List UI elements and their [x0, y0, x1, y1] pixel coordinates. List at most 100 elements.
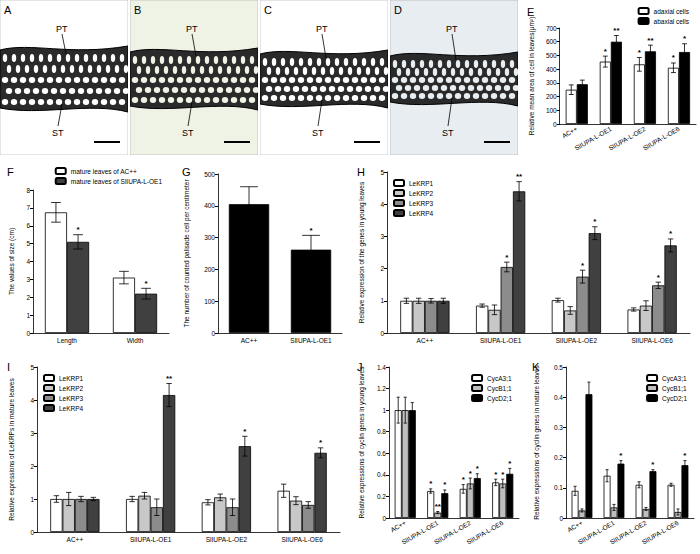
svg-text:SlIUPA-L-OE6: SlIUPA-L-OE6	[465, 519, 505, 546]
svg-text:mature leaves of SlIUPA-L-OE1: mature leaves of SlIUPA-L-OE1	[71, 178, 163, 185]
svg-text:700: 700	[546, 25, 557, 32]
svg-text:5: 5	[26, 240, 30, 247]
svg-text:*: *	[508, 459, 512, 468]
svg-text:LeKRP3: LeKRP3	[59, 395, 84, 402]
svg-text:0: 0	[559, 515, 563, 522]
svg-text:*: *	[683, 34, 687, 43]
svg-text:D: D	[394, 4, 402, 16]
svg-text:2: 2	[30, 463, 34, 470]
svg-text:mature leaves of AC++: mature leaves of AC++	[71, 168, 137, 175]
svg-text:LeKRP1: LeKRP1	[59, 375, 84, 382]
svg-text:SlIUPA-L-OE6: SlIUPA-L-OE6	[640, 519, 680, 546]
svg-text:100: 100	[204, 298, 215, 305]
svg-text:LeKRP2: LeKRP2	[409, 190, 434, 197]
svg-text:*: *	[683, 451, 687, 460]
svg-text:0: 0	[26, 330, 30, 337]
svg-text:300: 300	[204, 234, 215, 241]
svg-text:*: *	[144, 279, 148, 288]
svg-text:7: 7	[26, 204, 30, 211]
svg-text:**: **	[516, 172, 523, 181]
svg-text:SlIUPA-L-OE2: SlIUPA-L-OE2	[206, 536, 248, 543]
svg-text:0.5: 0.5	[554, 364, 563, 371]
svg-text:2: 2	[26, 294, 30, 301]
svg-text:6: 6	[26, 222, 30, 229]
svg-text:*: *	[672, 53, 676, 62]
svg-text:1.2: 1.2	[377, 385, 386, 392]
svg-text:AC++: AC++	[241, 337, 258, 344]
svg-text:600: 600	[546, 38, 557, 45]
svg-text:1: 1	[30, 496, 34, 503]
svg-text:AC++: AC++	[67, 536, 84, 543]
svg-text:A: A	[4, 4, 12, 16]
svg-text:3: 3	[380, 233, 384, 240]
svg-text:4: 4	[26, 258, 30, 265]
svg-text:0: 0	[380, 330, 384, 337]
svg-text:*: *	[476, 464, 480, 473]
svg-text:I: I	[7, 361, 10, 373]
svg-text:PT: PT	[186, 24, 198, 34]
svg-text:ST: ST	[182, 128, 194, 138]
svg-text:0.1: 0.1	[554, 484, 563, 491]
svg-text:LeKRP2: LeKRP2	[59, 385, 84, 392]
svg-text:*: *	[429, 479, 433, 488]
svg-text:CycB1;1: CycB1;1	[487, 385, 512, 393]
svg-text:LeKRP4: LeKRP4	[409, 210, 434, 217]
svg-text:AC++: AC++	[561, 125, 579, 139]
svg-text:*: *	[76, 225, 80, 234]
svg-text:AC++: AC++	[389, 519, 407, 533]
svg-text:0: 0	[553, 121, 557, 128]
svg-text:SlIUPA-L-OE2: SlIUPA-L-OE2	[607, 125, 647, 152]
svg-text:*: *	[593, 217, 597, 226]
svg-text:0.4: 0.4	[554, 394, 563, 401]
svg-text:0.3: 0.3	[554, 424, 563, 431]
svg-text:*: *	[319, 438, 323, 447]
svg-text:4: 4	[380, 201, 384, 208]
svg-text:SlIUPA-L-OE1: SlIUPA-L-OE1	[130, 536, 172, 543]
svg-text:*: *	[501, 470, 505, 479]
svg-text:*: *	[443, 480, 447, 489]
svg-text:PT: PT	[316, 24, 328, 34]
svg-text:500: 500	[204, 171, 215, 178]
svg-text:0: 0	[211, 330, 215, 337]
svg-text:**: **	[166, 374, 173, 383]
svg-text:200: 200	[546, 93, 557, 100]
svg-text:*: *	[581, 261, 585, 270]
svg-text:200: 200	[204, 266, 215, 273]
svg-text:**: **	[647, 36, 654, 45]
svg-text:LeKRP3: LeKRP3	[409, 200, 434, 207]
svg-text:SlIUPA-L-OE6: SlIUPA-L-OE6	[641, 125, 681, 152]
svg-text:4: 4	[30, 397, 34, 404]
svg-text:ST: ST	[312, 128, 324, 138]
svg-text:0.6: 0.6	[377, 450, 386, 457]
svg-text:500: 500	[546, 52, 557, 59]
svg-text:*: *	[657, 273, 661, 282]
svg-text:400: 400	[204, 202, 215, 209]
svg-text:*: *	[494, 470, 498, 479]
svg-text:*: *	[619, 451, 623, 460]
svg-text:C: C	[264, 4, 272, 16]
svg-text:*: *	[505, 253, 509, 262]
svg-text:*: *	[462, 475, 466, 484]
svg-text:Relative mean area of cell in: Relative mean area of cell in leaves(μm²…	[528, 17, 536, 135]
svg-text:400: 400	[546, 66, 557, 73]
svg-text:Width: Width	[127, 337, 144, 344]
svg-text:abaxial cells: abaxial cells	[654, 18, 690, 25]
svg-text:*: *	[243, 427, 247, 436]
svg-text:1: 1	[380, 297, 384, 304]
svg-text:2: 2	[380, 265, 384, 272]
svg-text:PT: PT	[56, 24, 68, 34]
svg-text:**: **	[613, 26, 620, 35]
svg-text:3: 3	[26, 276, 30, 283]
svg-text:0.4: 0.4	[377, 471, 386, 478]
svg-text:**: **	[435, 502, 442, 511]
svg-text:*: *	[638, 48, 642, 57]
svg-text:SlIUPA-L-OE6: SlIUPA-L-OE6	[281, 536, 323, 543]
svg-text:E: E	[527, 6, 534, 18]
svg-text:SlIUPA-L-OE1: SlIUPA-L-OE1	[480, 337, 522, 344]
svg-text:SlIUPA-L-OE2: SlIUPA-L-OE2	[556, 337, 598, 344]
svg-text:0.8: 0.8	[377, 428, 386, 435]
svg-text:5: 5	[380, 169, 384, 176]
svg-text:1: 1	[382, 407, 386, 414]
svg-text:*: *	[309, 226, 313, 235]
svg-text:F: F	[7, 166, 14, 178]
